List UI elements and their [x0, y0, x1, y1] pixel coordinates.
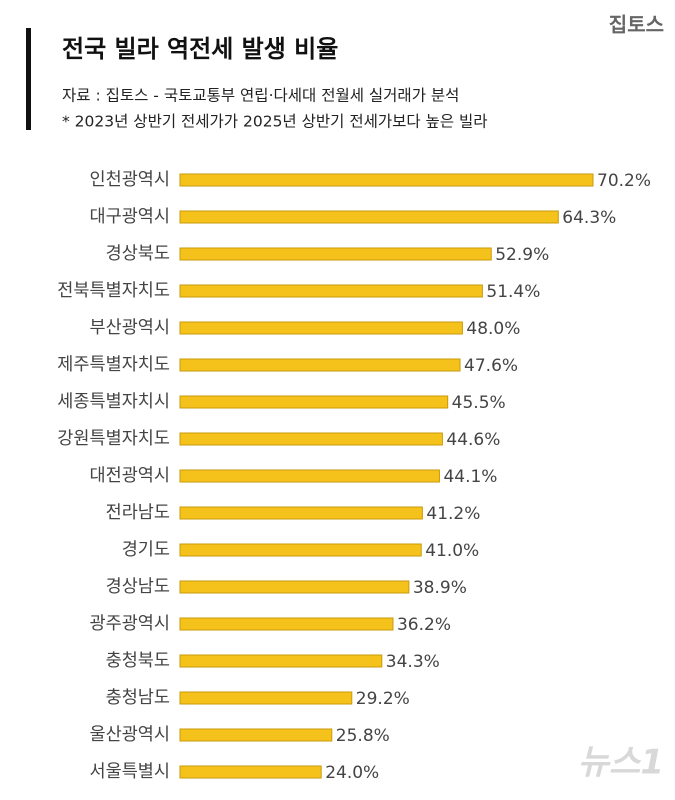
- value-label: 41.2%: [426, 504, 480, 524]
- category-label: 세종특별자치시: [57, 392, 170, 412]
- value-label: 44.6%: [446, 430, 500, 450]
- category-label: 서울특별시: [90, 762, 171, 782]
- value-label: 70.2%: [597, 171, 651, 191]
- value-label: 24.0%: [325, 763, 379, 783]
- bar: [179, 469, 440, 483]
- bar: [179, 691, 353, 705]
- category-label: 전북특별자치도: [57, 281, 170, 301]
- category-label: 대구광역시: [90, 207, 171, 227]
- chart-title: 전국 빌라 역전세 발생 비율: [62, 35, 338, 63]
- bar: [179, 580, 410, 594]
- logo: 집토스: [609, 13, 664, 37]
- value-label: 45.5%: [452, 393, 506, 413]
- value-label: 47.6%: [464, 356, 518, 376]
- bar: [179, 395, 449, 409]
- bar: [179, 210, 559, 224]
- category-label: 인천광역시: [90, 170, 171, 190]
- title-accent: [26, 28, 31, 130]
- category-label: 충청북도: [106, 651, 170, 671]
- bar: [179, 284, 483, 298]
- category-label: 경상북도: [106, 244, 170, 264]
- bar: [179, 728, 333, 742]
- value-label: 51.4%: [486, 282, 540, 302]
- bar: [179, 432, 443, 446]
- category-label: 울산광역시: [90, 725, 171, 745]
- category-label: 충청남도: [106, 688, 170, 708]
- source-note: 자료 : 집토스 - 국토교통부 연립·다세대 전월세 실거래가 분석: [62, 87, 459, 105]
- bar: [179, 617, 394, 631]
- category-label: 경기도: [122, 540, 170, 560]
- bar: [179, 765, 322, 779]
- bar: [179, 247, 492, 261]
- category-label: 전라남도: [106, 503, 170, 523]
- bar: [179, 358, 461, 372]
- value-label: 34.3%: [386, 652, 440, 672]
- bar: [179, 173, 594, 187]
- value-label: 38.9%: [413, 578, 467, 598]
- footnote: * 2023년 상반기 전세가가 2025년 상반기 전세가보다 높은 빌라: [62, 113, 488, 131]
- value-label: 41.0%: [425, 541, 479, 561]
- bar: [179, 506, 423, 520]
- value-label: 52.9%: [495, 245, 549, 265]
- bar: [179, 321, 463, 335]
- value-label: 36.2%: [397, 615, 451, 635]
- category-label: 대전광역시: [90, 466, 171, 486]
- category-label: 제주특별자치도: [57, 355, 170, 375]
- value-label: 44.1%: [443, 467, 497, 487]
- category-label: 경상남도: [106, 577, 170, 597]
- category-label: 광주광역시: [90, 614, 171, 634]
- category-label: 강원특별자치도: [57, 429, 170, 449]
- watermark: 뉴스1: [578, 743, 664, 783]
- value-label: 29.2%: [356, 689, 410, 709]
- value-label: 64.3%: [562, 208, 616, 228]
- value-label: 25.8%: [336, 726, 390, 746]
- bar: [179, 654, 383, 668]
- category-label: 부산광역시: [90, 318, 171, 338]
- value-label: 48.0%: [466, 319, 520, 339]
- bar: [179, 543, 422, 557]
